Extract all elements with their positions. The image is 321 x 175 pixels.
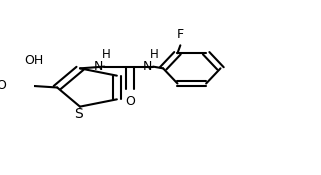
Text: N: N [93, 60, 103, 73]
Text: O: O [0, 79, 6, 92]
Text: H: H [101, 48, 110, 61]
Text: F: F [177, 28, 184, 41]
Text: OH: OH [25, 54, 44, 67]
Text: N: N [142, 60, 152, 73]
Text: H: H [150, 48, 159, 61]
Text: O: O [125, 96, 135, 108]
Text: S: S [74, 107, 83, 121]
